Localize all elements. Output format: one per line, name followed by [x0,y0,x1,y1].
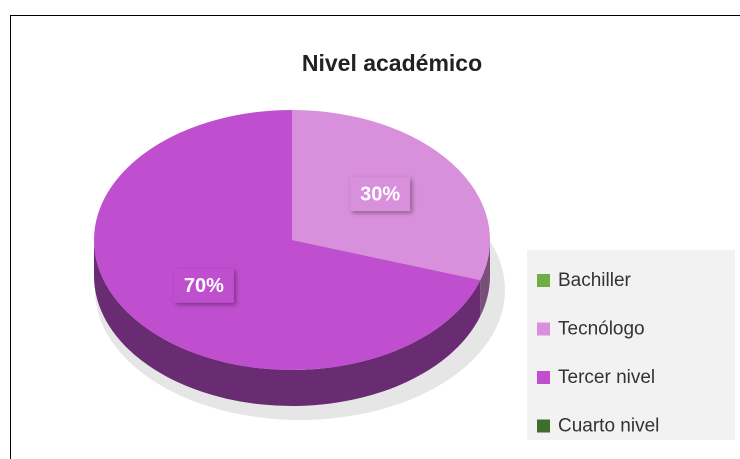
legend-label: Tercer nivel [558,367,655,388]
legend-swatch [537,419,550,433]
data-label-box [350,177,411,212]
legend-swatch [537,274,550,287]
legend-label: Cuarto nivel [558,416,659,437]
chart-title: Nivel académico [302,50,482,76]
data-label: 30% [360,183,400,205]
pie-slice-side [480,240,490,317]
pie-slice-side [94,240,481,407]
pie-slice [94,110,481,370]
legend-box [527,250,735,440]
legend-label: Bachiller [558,270,632,291]
data-label: 70% [184,275,224,297]
legend-swatch [537,322,550,336]
data-label-box [173,268,234,303]
legend-swatch [537,371,550,384]
legend-label: Tecnólogo [558,319,645,340]
